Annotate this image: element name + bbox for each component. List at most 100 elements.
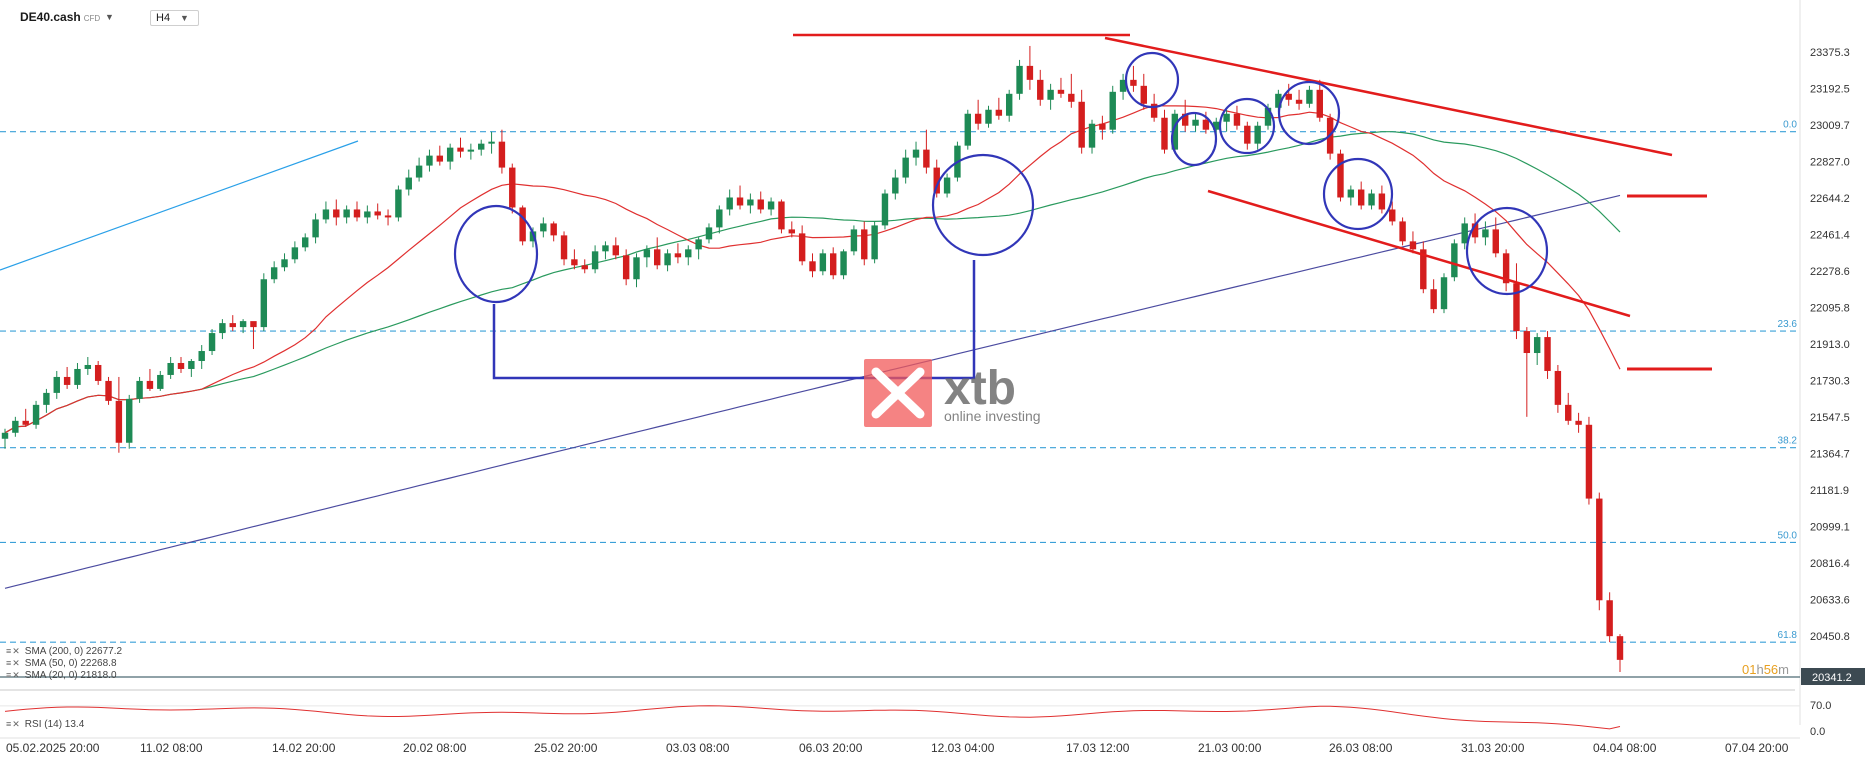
- candle-body: [446, 147, 454, 162]
- pattern-circle: [1465, 206, 1549, 296]
- candle-body: [43, 392, 50, 405]
- menu-icon[interactable]: ≡✕: [6, 670, 21, 680]
- candle-body: [1565, 404, 1572, 421]
- fib-label: 23.6: [1778, 319, 1798, 330]
- menu-icon[interactable]: ≡✕: [6, 646, 21, 656]
- candle-body: [1513, 283, 1520, 332]
- candle-body: [1533, 337, 1541, 354]
- candle-body: [1389, 209, 1396, 222]
- price-tick-label: 22095.8: [1810, 303, 1850, 315]
- candle-body: [1109, 91, 1116, 130]
- time-axis: 05.02.2025 20:00 11.02 08:00 14.02 20:00 20…: [0, 737, 1800, 755]
- candle-body: [1223, 113, 1230, 122]
- candle-body: [1420, 249, 1427, 290]
- price-tick-label: 20816.4: [1810, 558, 1850, 570]
- candle-body: [1, 432, 9, 439]
- candle-body: [415, 165, 423, 178]
- candle-body: [343, 209, 350, 218]
- symbol-dropdown-icon[interactable]: ▼: [105, 12, 114, 22]
- price-tick-label: 23009.7: [1810, 120, 1850, 132]
- candle-body: [250, 321, 257, 328]
- candle-body: [1575, 420, 1582, 425]
- instrument-type: CFD: [83, 14, 101, 23]
- candle-body: [1337, 153, 1344, 198]
- time-tick-label: 12.03 04:00: [931, 741, 995, 755]
- candle-body: [291, 247, 299, 260]
- candle-body: [622, 255, 630, 280]
- sma50-line: [4, 131, 1621, 434]
- candle-body: [322, 209, 330, 220]
- time-tick-label: 04.04 08:00: [1593, 741, 1657, 755]
- timeframe-dropdown-icon[interactable]: ▼: [180, 13, 189, 23]
- channel-lower-line: [1207, 189, 1631, 318]
- candle-body: [1316, 89, 1323, 118]
- candle-body: [871, 225, 878, 260]
- candle-body: [778, 201, 785, 230]
- price-tick-label: 20999.1: [1810, 522, 1850, 534]
- indicator-label: SMA (20, 0) 21818.0: [24, 670, 117, 681]
- candle-body: [467, 149, 475, 152]
- range-bracket: [492, 260, 976, 380]
- time-tick-label: 31.03 20:00: [1461, 741, 1525, 755]
- timeframe-selector[interactable]: H4: [150, 10, 200, 26]
- pattern-circle: [1277, 80, 1341, 146]
- time-tick-label: 07.04 20:00: [1725, 741, 1789, 755]
- candle-body: [985, 109, 992, 124]
- price-tick-label: 23375.3: [1810, 47, 1850, 59]
- indicator-sma50[interactable]: ≡✕ SMA (50, 0) 22268.8: [6, 658, 117, 669]
- sma20-line: [4, 105, 1621, 434]
- menu-icon[interactable]: ≡✕: [6, 658, 21, 668]
- candle-body: [1502, 253, 1510, 284]
- candle-body: [1596, 498, 1603, 601]
- candle-body: [436, 155, 444, 162]
- candle-body: [1285, 93, 1292, 100]
- candle-body: [188, 360, 195, 369]
- candle-body: [94, 364, 102, 381]
- indicator-sma20[interactable]: ≡✕ SMA (20, 0) 21818.0: [6, 670, 117, 681]
- price-tick-label: 22278.6: [1810, 266, 1850, 278]
- candle-body: [1451, 243, 1458, 278]
- fibonacci-levels: 0.0 23.6 38.2 50.0 61.8: [0, 120, 1800, 643]
- candle-body: [405, 177, 412, 190]
- annotations: [0, 33, 1712, 380]
- fib-label: 0.0: [1783, 120, 1797, 131]
- candle-body: [1461, 223, 1468, 244]
- candle-body: [260, 279, 268, 328]
- indicator-rsi[interactable]: ≡✕ RSI (14) 13.4: [6, 719, 84, 730]
- candle-body: [1016, 65, 1023, 94]
- candle-body: [74, 368, 81, 385]
- candle-body: [1088, 123, 1096, 148]
- pattern-circle: [931, 153, 1035, 257]
- menu-icon[interactable]: ≡✕: [6, 719, 21, 729]
- timeframe-label: H4: [156, 12, 171, 24]
- candle-body: [1099, 123, 1106, 130]
- candle-body: [664, 253, 671, 266]
- pattern-circle: [1124, 51, 1180, 109]
- candle-body: [1482, 229, 1489, 238]
- candle-body: [654, 249, 661, 266]
- candle-body: [519, 207, 526, 242]
- candle-body: [736, 197, 744, 206]
- time-tick-label: 05.02.2025 20:00: [6, 741, 100, 755]
- candle-body: [136, 380, 143, 399]
- candle-body: [1057, 89, 1065, 94]
- symbol-selector[interactable]: DE40.cash CFD: [20, 10, 100, 24]
- candle-body: [157, 374, 164, 389]
- candle-body: [612, 245, 620, 256]
- fib-label: 50.0: [1778, 530, 1798, 541]
- candle-body: [126, 398, 133, 443]
- candle-body: [1616, 636, 1624, 660]
- time-tick-label: 03.03 08:00: [666, 741, 730, 755]
- candle-body: [395, 189, 402, 218]
- candle-body: [281, 259, 288, 268]
- candle-body: [198, 351, 205, 361]
- candle-body: [1544, 337, 1551, 371]
- price-tick-label: 20633.6: [1810, 595, 1850, 607]
- candle-body: [892, 177, 899, 194]
- candle-body: [167, 362, 174, 375]
- price-tick-label: 22644.2: [1810, 193, 1850, 205]
- indicator-sma200[interactable]: ≡✕ SMA (200, 0) 22677.2: [6, 646, 122, 657]
- price-tick-label: 21364.7: [1810, 449, 1850, 461]
